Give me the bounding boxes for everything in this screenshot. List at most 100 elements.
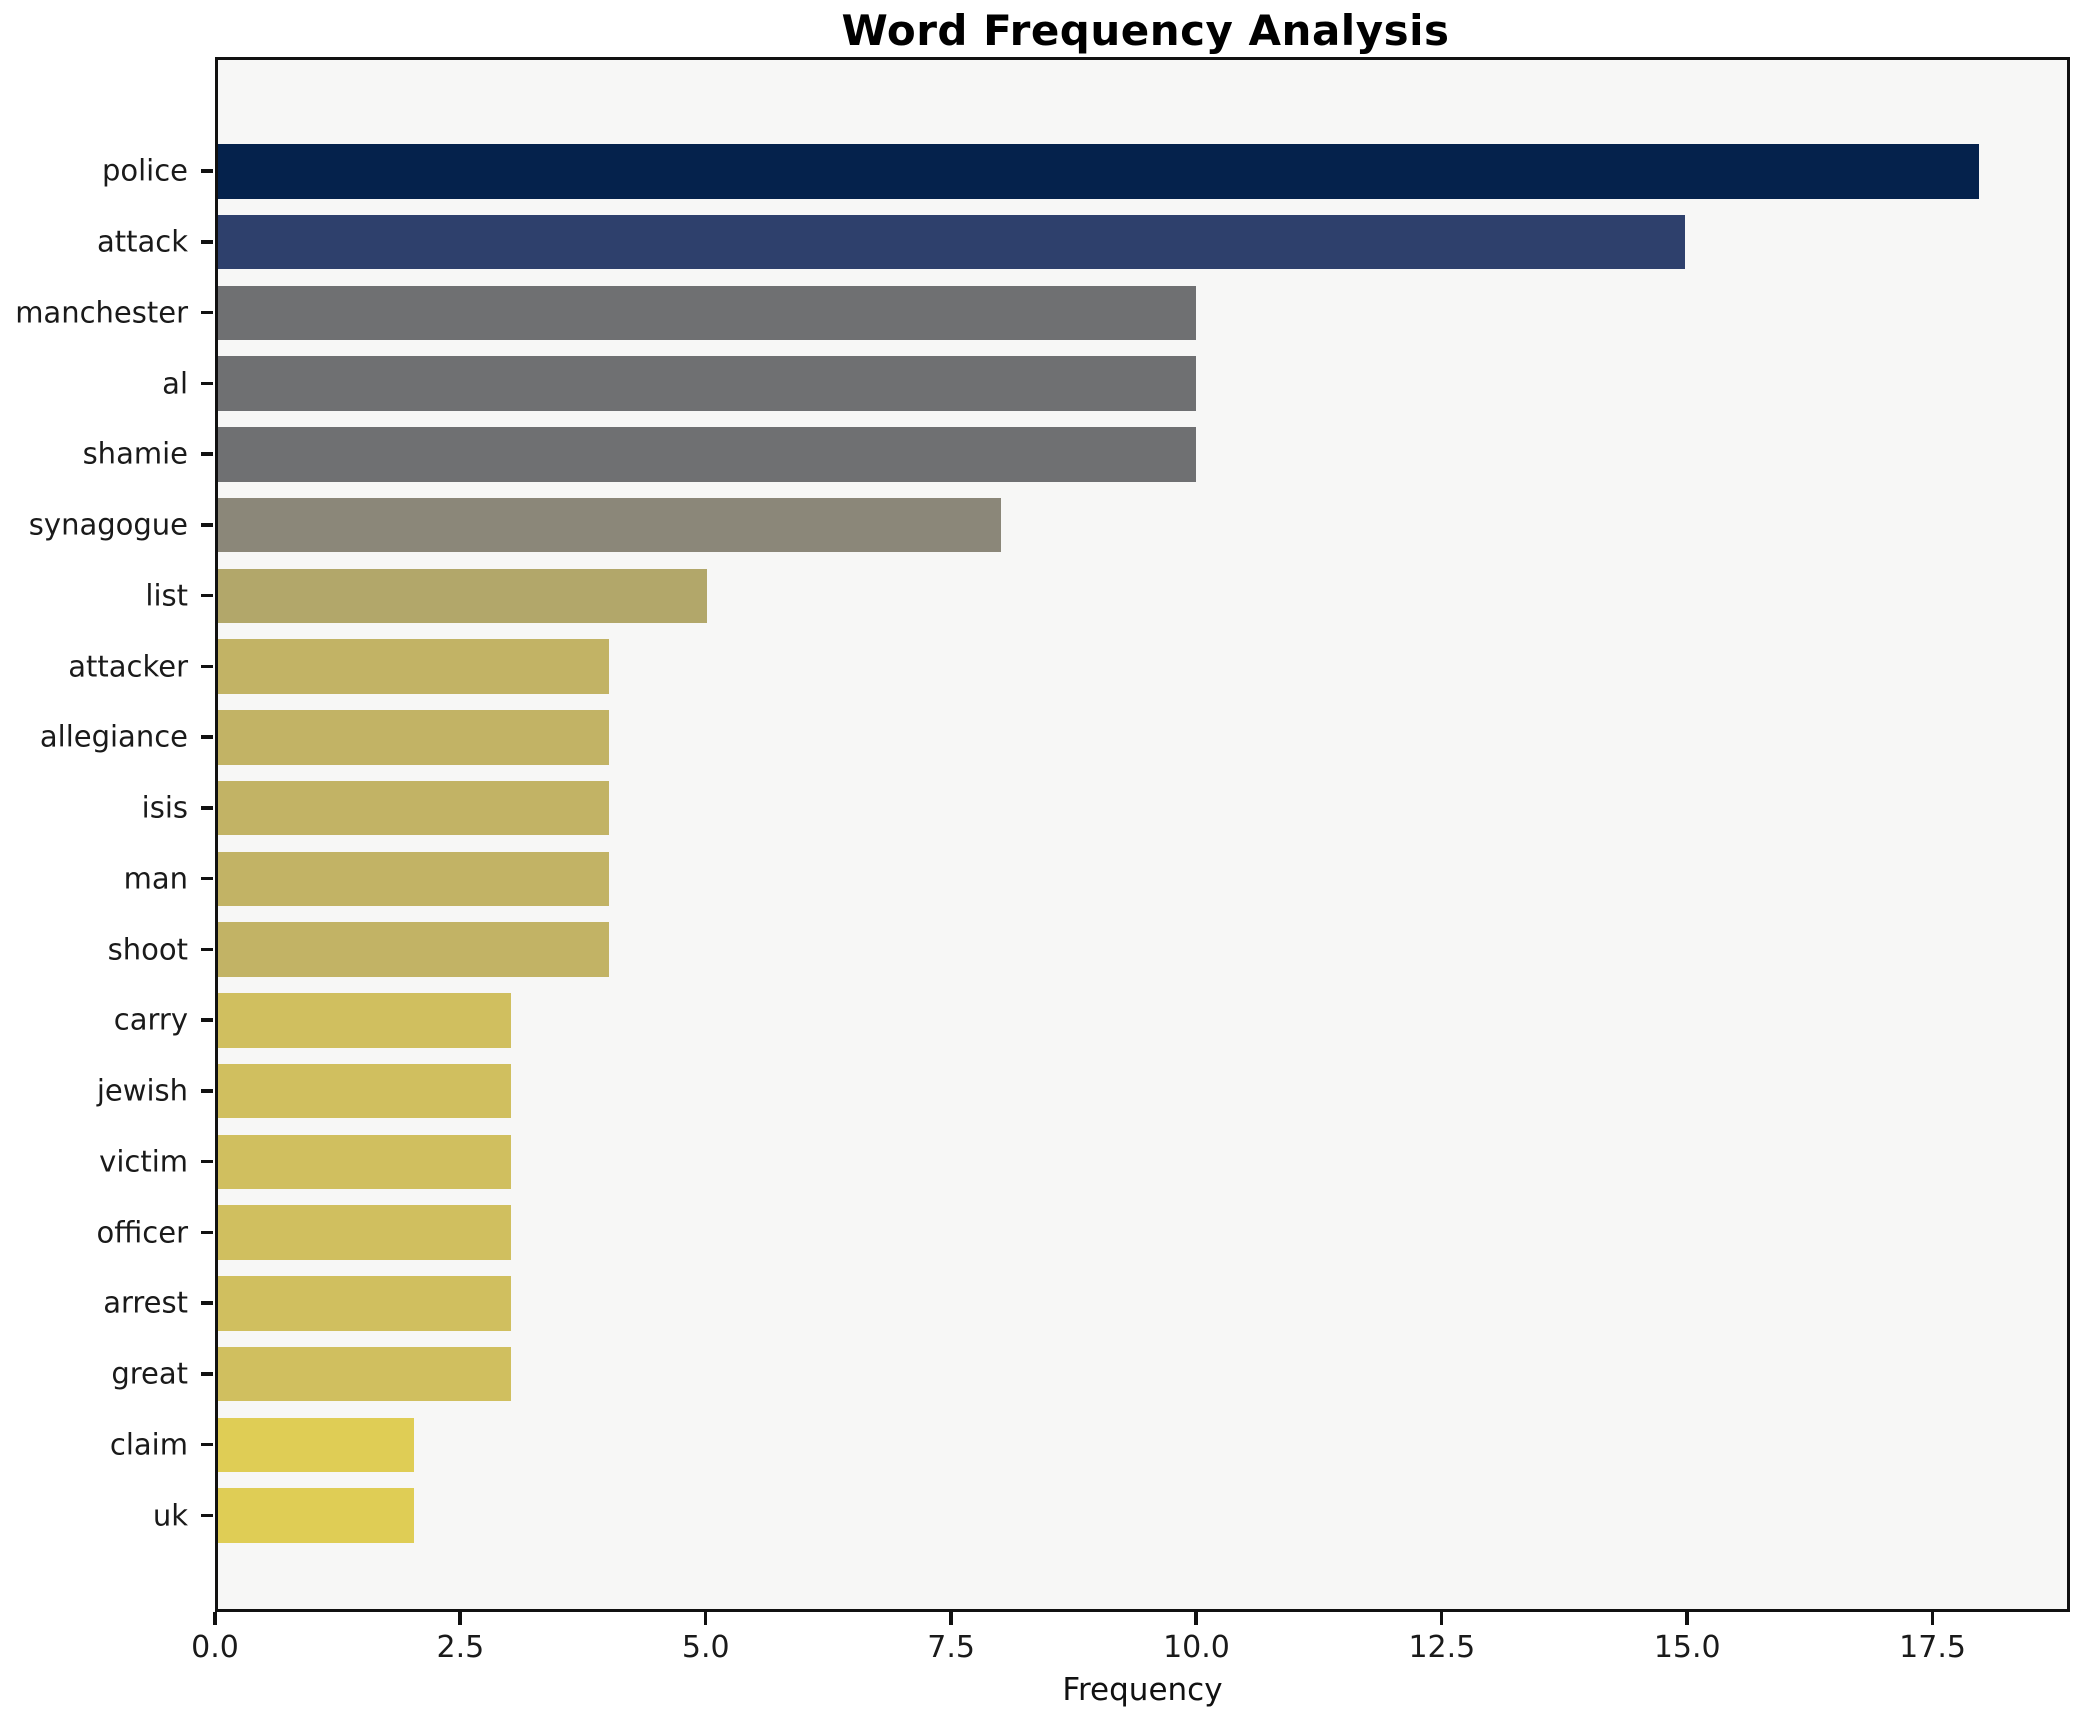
y-tick-label: victim <box>99 1144 188 1179</box>
x-tick-label: 15.0 <box>1653 1630 1721 1665</box>
bar <box>218 214 1686 270</box>
bar <box>218 356 1197 411</box>
bar-row: shamie <box>83 419 2067 490</box>
bar <box>218 285 1197 341</box>
x-tick-mark <box>1439 1612 1444 1625</box>
y-tick-mark <box>201 1230 213 1235</box>
x-tick-mark <box>1930 1612 1935 1625</box>
y-tick-mark <box>201 1442 213 1447</box>
bar-row: allegiance <box>40 702 2067 773</box>
x-tick-label: 12.5 <box>1408 1630 1476 1665</box>
bar <box>218 1276 512 1331</box>
y-tick-mark <box>201 523 213 527</box>
x-axis: 0.0 2.5 5.0 7.5 10.0 12.5 15.0 17.5 <box>191 1612 2070 1692</box>
y-tick-mark <box>201 240 213 244</box>
bar <box>218 922 610 977</box>
y-tick-label: carry <box>113 1002 188 1037</box>
x-tick-label: 0.0 <box>191 1630 239 1665</box>
y-tick-mark <box>201 806 213 810</box>
y-tick-label: jewish <box>96 1073 188 1108</box>
y-tick-mark <box>201 947 213 952</box>
y-tick-mark <box>201 876 213 881</box>
x-tick-label: 2.5 <box>436 1630 485 1665</box>
bar <box>218 1488 414 1543</box>
y-tick-mark <box>201 1089 213 1093</box>
bar-row: man <box>124 844 2067 915</box>
bar-row: attacker <box>68 631 2067 702</box>
bar <box>218 1205 512 1260</box>
bar-row: carry <box>114 985 2067 1056</box>
bar-row: synagogue <box>29 490 2067 561</box>
y-tick-label: synagogue <box>28 507 188 542</box>
y-tick-label: manchester <box>15 295 188 330</box>
bar <box>218 780 610 836</box>
y-tick-mark <box>201 1159 213 1164</box>
bar-row: list <box>145 561 2067 632</box>
bar <box>218 568 708 624</box>
bar-row: al <box>162 348 2067 419</box>
bar-row: attack <box>97 207 2067 278</box>
y-tick-label: arrest <box>103 1285 188 1320</box>
y-tick-mark <box>201 310 213 315</box>
x-tick-label: 5.0 <box>681 1630 730 1665</box>
bar-row: victim <box>99 1127 2067 1198</box>
bar-row: uk <box>153 1480 2067 1551</box>
y-tick-label: list <box>145 578 188 613</box>
y-tick-mark <box>201 593 213 598</box>
y-tick-mark <box>201 1301 213 1305</box>
bar <box>218 144 1979 199</box>
bar-row: arrest <box>103 1268 2067 1339</box>
y-tick-mark <box>201 1372 213 1376</box>
y-tick-label: isis <box>141 790 188 825</box>
bar-row: great <box>111 1339 2067 1410</box>
y-tick-mark <box>201 664 213 669</box>
bar-row: shoot <box>108 914 2067 985</box>
bar-row: isis <box>142 773 2067 844</box>
plot-area: police attack manchester al shamie synagogue l… <box>15 57 2070 1612</box>
bar <box>218 1134 512 1190</box>
bar <box>218 710 610 765</box>
y-tick-label: uk <box>152 1497 188 1532</box>
x-tick-label: 7.5 <box>927 1630 975 1665</box>
x-tick-mark <box>1685 1612 1689 1625</box>
y-tick-label: police <box>101 153 188 188</box>
x-axis-label: Frequency <box>1062 1672 1223 1708</box>
bar <box>218 497 1001 553</box>
y-tick-label: attack <box>96 224 188 259</box>
bar-row: manchester <box>15 278 2067 349</box>
bar <box>218 639 610 694</box>
y-tick-label: shoot <box>107 931 188 966</box>
y-tick-mark <box>201 735 213 739</box>
y-tick-label: shamie <box>82 436 188 471</box>
y-tick-mark <box>201 381 213 386</box>
y-tick-label: man <box>123 861 188 896</box>
bar <box>218 1346 512 1402</box>
x-tick-label: 17.5 <box>1899 1630 1966 1665</box>
y-tick-label: claim <box>109 1427 188 1462</box>
bar-row: officer <box>97 1197 2067 1268</box>
y-tick-mark <box>201 1018 213 1022</box>
x-tick-mark <box>213 1612 217 1625</box>
x-tick-mark <box>703 1612 708 1625</box>
bar <box>218 1063 512 1119</box>
y-tick-label: allegiance <box>39 719 188 754</box>
bar <box>218 1417 414 1473</box>
y-tick-label: officer <box>96 1214 189 1249</box>
bar-row: claim <box>110 1410 2067 1481</box>
chart-title: Word Frequency Analysis <box>841 6 1450 55</box>
x-tick-mark <box>458 1612 462 1625</box>
bar-row: police <box>102 136 2067 207</box>
bar <box>218 851 610 907</box>
x-tick-label: 10.0 <box>1163 1630 1230 1665</box>
y-tick-mark <box>201 1513 213 1518</box>
y-tick-mark <box>201 169 213 173</box>
y-tick-label: al <box>162 365 188 400</box>
bars-area: police attack manchester al shamie synagogue l… <box>15 60 2067 1609</box>
y-tick-mark <box>201 452 213 456</box>
x-tick-mark <box>949 1612 953 1625</box>
y-tick-label: great <box>111 1356 188 1391</box>
x-tick-mark <box>1194 1612 1198 1625</box>
bar <box>218 427 1197 482</box>
bar-row: jewish <box>97 1056 2067 1127</box>
